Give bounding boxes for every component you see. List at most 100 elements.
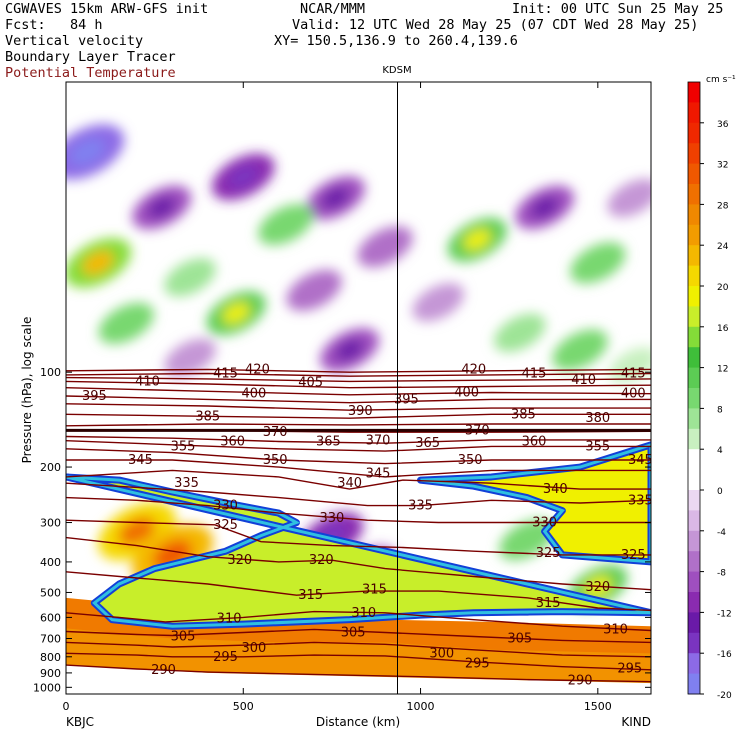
theta-contour-410 [66,376,651,383]
theta-label: 355 [171,439,196,454]
theta-contours [66,368,651,683]
w-patch-core [82,250,114,275]
header-init: Init: 00 UTC Sun 25 May 25 [512,1,724,17]
theta-label: 310 [351,606,376,621]
header-field-tracer: Boundary Layer Tracer [5,49,176,65]
theta-label: 345 [366,467,391,482]
colorbar-tick-label: 32 [717,161,728,171]
w-patch-core [147,196,176,219]
theta-contour-420 [66,368,651,373]
theta-label: 420 [245,362,270,377]
theta-contour-355 [66,440,651,452]
w-patch [607,178,651,218]
colorbar-tick-label: 8 [717,405,723,415]
colorbar-tick-label: -4 [717,528,726,538]
theta-label: 420 [461,362,486,377]
colorbar-tick-label: 20 [717,283,729,293]
theta-label: 415 [621,367,646,382]
theta-contour-330 [66,496,651,524]
w-patch [570,242,626,284]
tracer-plume-left-edge [66,475,651,628]
theta-label: 345 [128,453,153,468]
w-patch-core [530,196,559,219]
colorbar-swatch [688,653,700,675]
theta-contour-385 [66,413,651,419]
y-tick-label: 800 [40,651,61,664]
colorbar-tick-label: -8 [717,569,726,579]
theta-label: 325 [621,548,646,563]
theta-contour-315 [66,571,651,612]
theta-contour-320 [66,536,651,591]
header-valid: Valid: 12 UTC Wed 28 May 25 (07 CDT Wed … [292,17,699,33]
x-tick-label: 0 [63,700,70,713]
header-field-theta: Potential Temperature [5,65,176,81]
colorbar-swatch [688,347,700,369]
theta-label: 415 [213,367,238,382]
theta-label: 300 [429,646,454,661]
w-patch [552,329,608,371]
terrain [66,665,651,694]
theta-label: 290 [151,663,176,678]
colorbar-swatch [688,82,700,103]
colorbar-swatch [688,184,700,205]
theta-label: 305 [171,630,196,645]
colorbar-swatch [688,224,700,246]
colorbar-swatch [688,551,700,573]
theta-contour-300 [66,641,651,658]
theta-label: 320 [585,580,610,595]
y-tick-label: 500 [40,586,61,599]
theta-label: 390 [348,404,373,419]
y-axis-title: Pressure (hPa), log scale [20,317,34,464]
theta-label: 395 [82,389,107,404]
y-tick-label: 1000 [33,681,61,694]
theta-label: 340 [337,476,362,491]
theta-label: 400 [241,387,266,402]
theta-label: 320 [227,553,252,568]
colorbar-swatch [688,612,700,634]
colorbar-swatch [688,122,700,144]
plot-frame [65,81,652,695]
theta-label: 350 [263,453,288,468]
theta-label: 360 [220,435,245,450]
colorbar-swatch [688,286,700,307]
colorbar-swatch [688,265,700,287]
colorbar-swatch [688,571,700,593]
theta-contour-335 [66,482,651,507]
theta-label: 355 [585,439,610,454]
colorbar-tick-label: 16 [717,324,729,334]
w-patch-core [321,187,350,209]
theta-label: 370 [366,434,391,449]
colorbar-swatch [688,510,700,532]
colorbar-swatch [688,632,700,654]
marker-label: KDSM [382,65,411,76]
colorbar-swatch [688,469,700,491]
colorbar-swatch [688,326,700,348]
theta-label: 335 [408,499,433,514]
theta-label: 370 [263,425,288,440]
colorbar-swatch [688,673,700,695]
w-patch [164,258,216,297]
colorbar-tick-label: 12 [717,365,728,375]
theta-label: 315 [362,583,387,598]
x-tick-label: 1000 [407,700,435,713]
theta-label: 405 [298,376,323,391]
theta-label: 400 [621,387,646,402]
colorbar-swatch [688,449,700,471]
colorbar-swatch [688,490,700,511]
theta-label: 365 [415,436,440,451]
colorbar-tick-label: -12 [717,609,732,619]
colorbar-tick-label: 28 [717,201,729,211]
y-tick-label: 900 [40,667,61,680]
theta-contour-380 [66,423,651,427]
theta-label: 345 [628,453,653,468]
theta-contour-295 [66,652,651,671]
right-endpoint-label: KIND [621,715,651,729]
colorbar-swatch [688,367,700,389]
theta-label: 330 [319,511,344,526]
theta-contour-395 [66,395,651,404]
colorbar-tick-label: 0 [717,487,723,497]
w-patch [164,338,216,377]
theta-label: 365 [316,435,341,450]
y-tick-label: 700 [40,633,61,646]
